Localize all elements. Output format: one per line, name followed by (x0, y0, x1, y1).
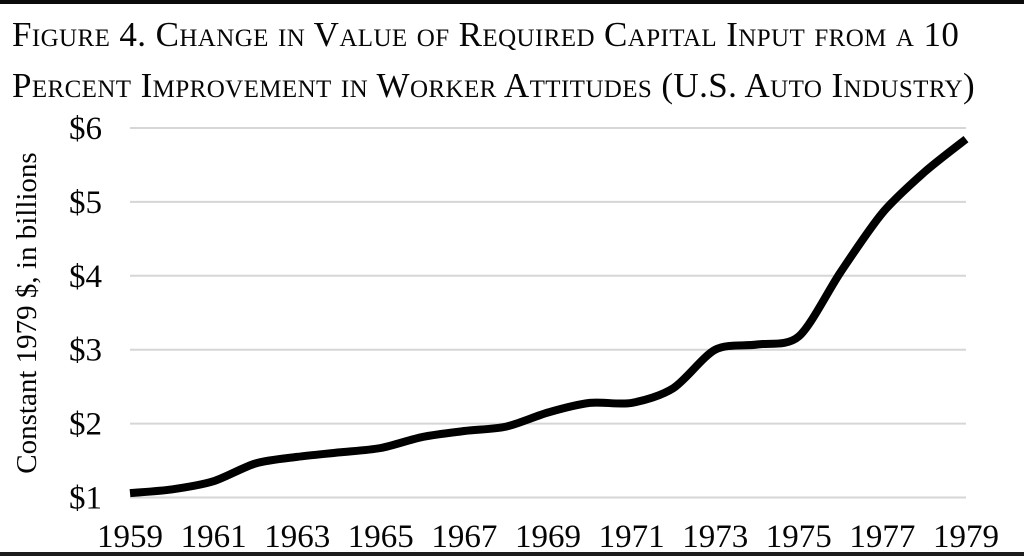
x-tick-label: 1975 (766, 519, 832, 555)
figure-title: Figure 4. Change in Value of Required Ca… (12, 9, 1016, 111)
x-tick-label: 1979 (933, 519, 999, 555)
y-tick-label: $2 (69, 407, 102, 443)
y-axis-title: Constant 1979 $, in billions (11, 152, 43, 473)
x-tick-label: 1977 (849, 519, 915, 555)
gridlines (130, 127, 966, 499)
figure-title-line-2: Percent Improvement in Worker Attitudes … (12, 66, 976, 105)
x-tick-label: 1971 (599, 519, 665, 555)
x-tick-label: 1973 (682, 519, 748, 555)
x-tick-label: 1969 (515, 519, 581, 555)
x-tick-label: 1961 (181, 519, 247, 555)
bottom-rule (0, 552, 1024, 556)
y-tick-label: $4 (69, 259, 102, 295)
data-line (129, 135, 969, 498)
top-rule (0, 0, 1024, 4)
figure-title-line-1: Figure 4. Change in Value of Required Ca… (12, 15, 960, 54)
x-tick-label: 1963 (264, 519, 330, 555)
x-tick-labels: 1959 1961 1963 1965 1967 1969 1971 1973 1975 1977… (97, 519, 999, 555)
x-tick-label: 1965 (348, 519, 414, 555)
y-tick-label: $6 (69, 111, 102, 147)
y-tick-labels: $1 $2 $3 $4 $5 $6 (69, 111, 102, 517)
y-tick-label: $3 (69, 333, 102, 369)
y-tick-label: $1 (69, 481, 102, 517)
x-tick-label: 1967 (431, 519, 497, 555)
x-tick-label: 1959 (97, 519, 163, 555)
y-tick-label: $5 (69, 185, 102, 221)
